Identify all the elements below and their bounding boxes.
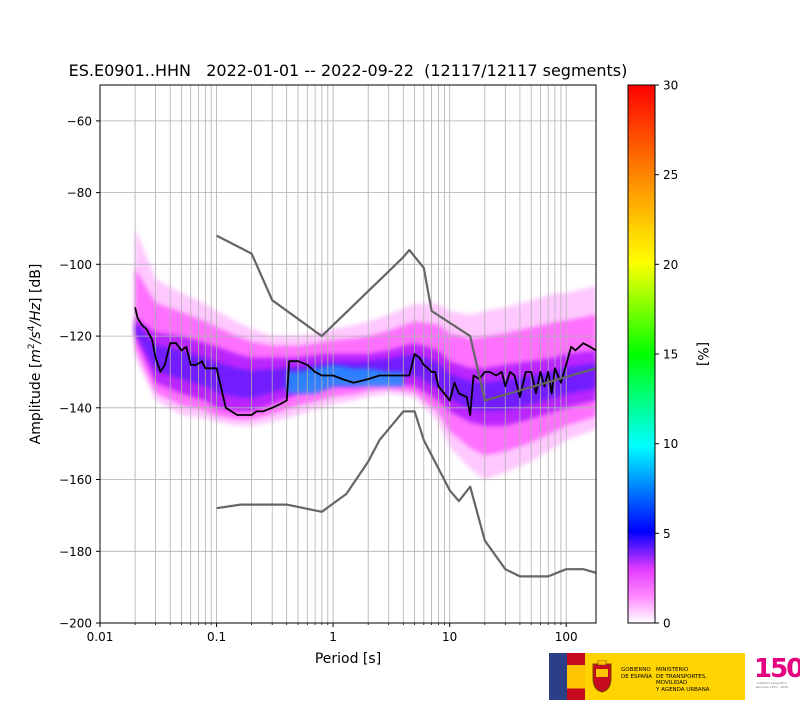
plot-frame — [99, 84, 597, 624]
y-axis-label-hz: /Hz — [28, 302, 44, 327]
y-tick-label: −180 — [59, 545, 92, 559]
colorbar-tick-label: 0 — [663, 617, 671, 631]
colorbar-ticks: 0 5 10 15 20 25 30 — [655, 79, 678, 631]
gobierno-text: GOBIERNO DE ESPAÑA — [621, 667, 653, 680]
x-axis-ticks: 0.01 0.1 1 10 100 — [87, 623, 578, 644]
ign-150-subtitle: Instituto Geográfico Nacional 1870 - 202… — [755, 681, 789, 689]
mode-line — [134, 307, 596, 416]
y-axis-label-sup2: 4 — [27, 325, 37, 331]
y-tick-label: −60 — [67, 114, 92, 128]
y-tick-label: −200 — [59, 617, 92, 631]
x-axis-label: Period [s] — [315, 651, 381, 667]
spain-flag-icon — [567, 653, 585, 700]
y-axis-label-post: ] [dB] — [28, 264, 44, 303]
y-axis-label-sup1: 2 — [27, 343, 37, 349]
x-tick-label: 100 — [555, 630, 578, 644]
coat-of-arms-icon — [585, 653, 619, 700]
colorbar-tick-label: 15 — [663, 348, 678, 362]
nlnm-line — [216, 410, 596, 578]
y-axis-label-mid: /s — [28, 331, 44, 345]
chart-title: ES.E0901..HHN 2022-01-01 -- 2022-09-22 (… — [69, 61, 628, 80]
density-inner — [135, 322, 596, 412]
y-tick-label: −120 — [59, 330, 92, 344]
ign-150-logo: 150 Instituto Geográfico Nacional 1870 -… — [754, 654, 800, 698]
y-tick-label: −100 — [59, 258, 92, 272]
colorbar-label: [%] — [694, 342, 710, 366]
ministry-text: MINISTERIO DE TRANSPORTES, MOVILIDAD Y A… — [656, 667, 710, 693]
colorbar-tick-label: 25 — [663, 168, 678, 182]
y-tick-label: −160 — [59, 473, 92, 487]
y-tick-label: −140 — [59, 401, 92, 415]
density-band — [135, 228, 596, 480]
y-axis-ticks: −200 −180 −160 −140 −120 −100 −80 −60 — [59, 114, 100, 631]
colorbar — [627, 84, 656, 624]
x-tick-label: 10 — [442, 630, 457, 644]
colorbar-tick-label: 20 — [663, 258, 678, 272]
y-tick-label: −80 — [67, 186, 92, 200]
colorbar-tick-label: 10 — [663, 437, 678, 451]
nhnm-line — [216, 234, 596, 402]
x-tick-label: 0.01 — [87, 630, 114, 644]
y-axis-label: Amplitude [m2/s4/Hz] [dB] — [27, 264, 44, 445]
ministry-logo-banner: GOBIERNO DE ESPAÑA MINISTERIO DE TRANSPO… — [549, 653, 745, 700]
eu-flag-icon — [549, 653, 567, 700]
colorbar-tick-label: 30 — [663, 79, 678, 93]
x-tick-label: 0.1 — [207, 630, 226, 644]
y-axis-label-pre: Amplitude [ — [28, 363, 44, 445]
y-axis-label-m: m — [28, 349, 44, 363]
grid-lines — [100, 85, 596, 623]
x-tick-label: 1 — [329, 630, 337, 644]
ign-150-number: 150 — [754, 654, 800, 684]
series-lines — [134, 234, 596, 578]
colorbar-tick-label: 5 — [663, 527, 671, 541]
